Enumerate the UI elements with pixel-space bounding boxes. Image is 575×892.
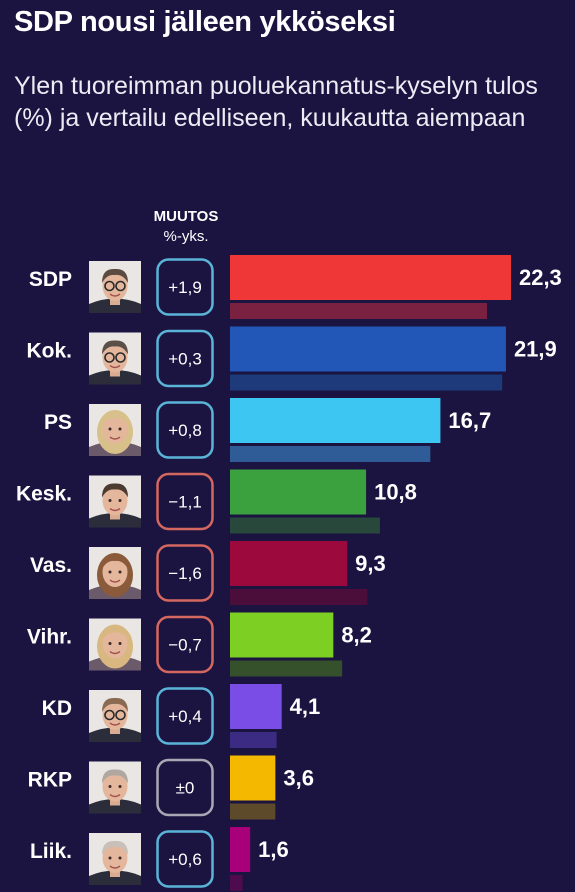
- party-label: RKP: [28, 769, 72, 792]
- portrait-kd-icon: [89, 690, 141, 742]
- current-bar: [230, 255, 511, 300]
- party-label: SDP: [29, 268, 72, 291]
- current-bar: [230, 326, 506, 372]
- change-box: [156, 544, 214, 602]
- value-label: 22,3: [519, 265, 562, 290]
- current-bar: [230, 541, 348, 586]
- chart-title: SDP nousi jälleen ykköseksi: [14, 6, 396, 38]
- current-bar: [230, 612, 334, 658]
- portrait-sdp-icon: [89, 261, 141, 313]
- portrait-liik-icon: [89, 833, 141, 885]
- previous-bar: [230, 303, 488, 319]
- value-label: 16,7: [448, 408, 491, 433]
- change-value: ±0: [176, 779, 195, 798]
- change-box: [156, 687, 214, 745]
- current-bar: [230, 755, 276, 801]
- previous-bar: [230, 374, 503, 391]
- previous-bar: [230, 732, 277, 748]
- portrait-ps-icon: [89, 404, 141, 456]
- chart-subtitle: Ylen tuoreimman puoluekannatus-kyselyn t…: [14, 72, 538, 132]
- change-value: −1,6: [168, 564, 202, 583]
- previous-bar: [230, 446, 431, 462]
- change-box: [156, 758, 214, 817]
- party-label: Liik.: [30, 840, 72, 863]
- value-label: 9,3: [355, 551, 386, 576]
- portrait-rkp-icon: [89, 761, 141, 814]
- party-label: Kesk.: [16, 483, 72, 506]
- value-label: 1,6: [258, 837, 289, 862]
- change-box: [156, 615, 214, 674]
- change-box: [156, 401, 214, 459]
- change-value: +1,9: [168, 278, 202, 297]
- change-value: −0,7: [168, 636, 202, 655]
- party-label: KD: [42, 697, 72, 720]
- value-label: 3,6: [283, 766, 314, 791]
- portrait-vihr-icon: [89, 618, 141, 671]
- value-label: 4,1: [290, 694, 321, 719]
- party-label: Kok.: [26, 340, 72, 363]
- previous-bar: [230, 875, 243, 891]
- current-bar: [230, 684, 282, 729]
- party-label: Vas.: [30, 554, 72, 577]
- change-column-header: MUUTOS %-yks.: [136, 207, 236, 247]
- value-label: 10,8: [374, 480, 417, 505]
- change-box: [156, 258, 214, 316]
- current-bar: [230, 469, 367, 515]
- change-box: [156, 472, 214, 531]
- current-bar: [230, 827, 251, 872]
- previous-bar: [230, 589, 368, 605]
- previous-bar: [230, 660, 343, 677]
- value-label: 21,9: [514, 337, 557, 362]
- change-header-unit: %-yks.: [163, 228, 209, 245]
- value-label: 8,2: [341, 623, 372, 648]
- change-value: −1,1: [168, 493, 202, 512]
- change-header-title: MUUTOS: [153, 208, 219, 225]
- party-label: Vihr.: [27, 626, 72, 649]
- party-label: PS: [44, 411, 72, 434]
- portrait-kesk-icon: [89, 475, 141, 528]
- change-box: [156, 830, 214, 888]
- change-value: +0,8: [168, 421, 202, 440]
- current-bar: [230, 398, 441, 443]
- change-value: +0,4: [168, 707, 202, 726]
- change-value: +0,6: [168, 850, 202, 869]
- previous-bar: [230, 517, 380, 534]
- change-box: [156, 329, 214, 388]
- previous-bar: [230, 803, 276, 820]
- portrait-vas-icon: [89, 547, 141, 599]
- portrait-kok-icon: [89, 332, 141, 385]
- change-value: +0,3: [168, 350, 202, 369]
